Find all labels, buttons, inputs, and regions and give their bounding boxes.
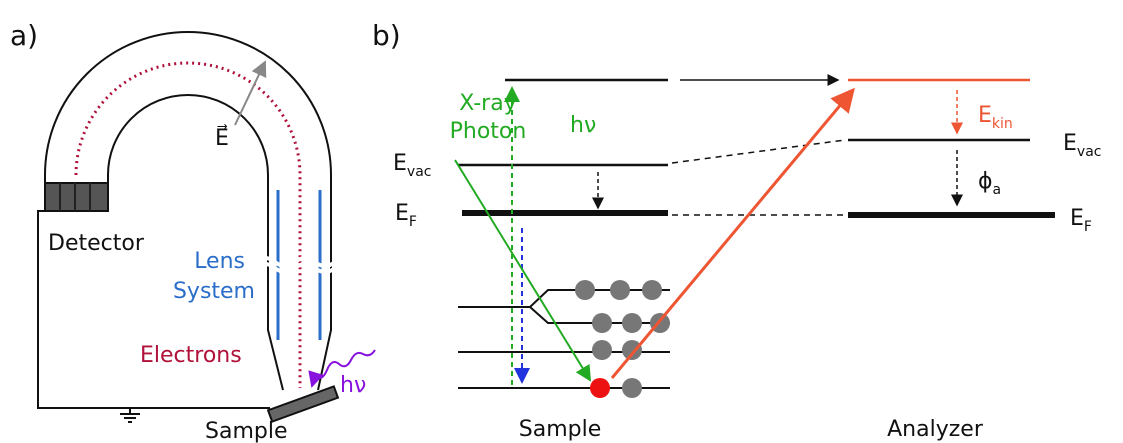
photoelectron — [590, 378, 610, 398]
break — [253, 256, 337, 274]
fermi-level — [462, 210, 1055, 218]
field-label: E⃗ — [215, 124, 229, 151]
ef-label: EF — [1070, 206, 1092, 235]
wire — [37, 210, 270, 409]
detector-label: Detector — [48, 231, 145, 256]
panel-b — [454, 74, 1055, 398]
electron-path — [74, 61, 302, 388]
connector — [671, 139, 846, 216]
panel-label: b) — [372, 19, 401, 52]
panel-a — [37, 31, 376, 423]
lens-label: Lens — [194, 249, 245, 274]
xray-arrow — [454, 159, 592, 382]
field-arrow — [234, 60, 267, 126]
hv-label: hν — [570, 113, 596, 138]
detector — [44, 182, 109, 212]
emission-arrow — [610, 87, 855, 379]
lens-label: System — [173, 279, 255, 304]
analyzer-inner — [107, 94, 284, 391]
sample-plate — [266, 385, 340, 423]
analyzer-label: Analyzer — [887, 417, 984, 442]
sample-label: Sample — [205, 419, 288, 443]
sample-label: Sample — [519, 417, 602, 442]
ekin-label: Ekin — [978, 103, 1013, 132]
analyzer-outer — [44, 31, 332, 391]
evac-label: Evac — [1063, 131, 1101, 160]
level — [458, 138, 1030, 167]
electrons-label: Electrons — [140, 343, 242, 368]
photon-label: hν — [340, 373, 366, 398]
ground — [120, 408, 140, 423]
xray-label: X-ray — [459, 91, 516, 116]
phi-label: ϕa — [978, 169, 1001, 198]
electrons — [575, 280, 670, 398]
evac-label: Evac — [393, 151, 431, 180]
photon-wave — [308, 349, 376, 388]
panel-label: a) — [10, 19, 38, 52]
xray-label: Photon — [450, 119, 527, 144]
ef-label: EF — [395, 201, 417, 230]
